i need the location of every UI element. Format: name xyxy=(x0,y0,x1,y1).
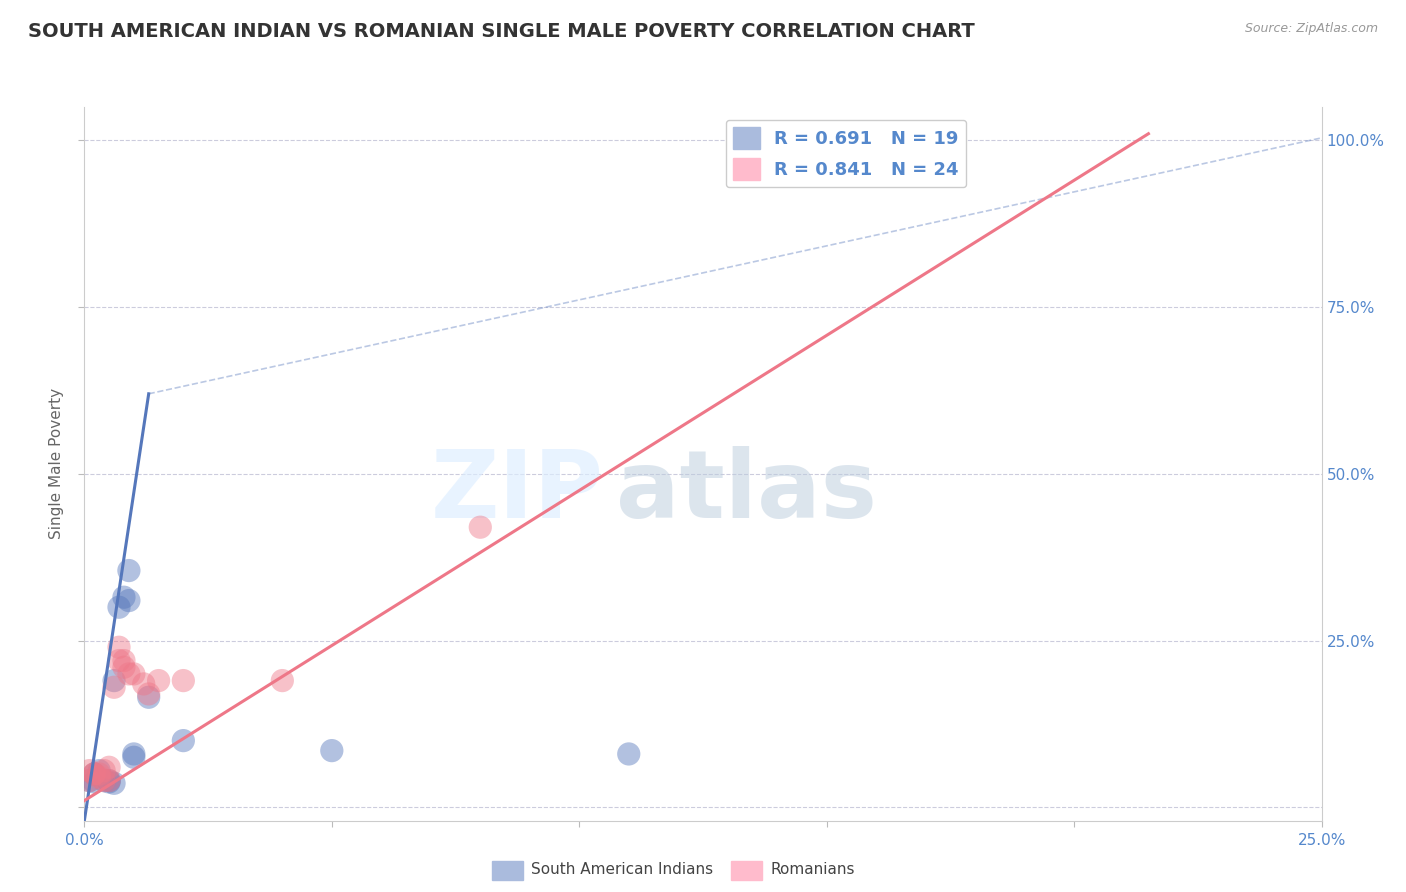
Point xyxy=(89,764,111,778)
Point xyxy=(108,600,131,615)
Text: Romanians: Romanians xyxy=(770,863,855,877)
Point xyxy=(98,773,121,788)
Text: ZIP: ZIP xyxy=(432,446,605,539)
Text: SOUTH AMERICAN INDIAN VS ROMANIAN SINGLE MALE POVERTY CORRELATION CHART: SOUTH AMERICAN INDIAN VS ROMANIAN SINGLE… xyxy=(28,22,974,41)
Legend: R = 0.691   N = 19, R = 0.841   N = 24: R = 0.691 N = 19, R = 0.841 N = 24 xyxy=(725,120,966,187)
Point xyxy=(118,667,141,681)
Point xyxy=(172,673,194,688)
Point xyxy=(112,654,135,668)
Point xyxy=(122,667,145,681)
Point xyxy=(98,773,121,788)
Point xyxy=(138,687,160,701)
Point xyxy=(172,733,194,747)
Point xyxy=(93,764,115,778)
Point xyxy=(83,775,105,789)
Point xyxy=(321,743,343,757)
Point xyxy=(83,767,105,781)
Point xyxy=(83,767,105,781)
Point xyxy=(112,591,135,605)
Point xyxy=(122,747,145,761)
Point xyxy=(108,640,131,655)
Point xyxy=(89,767,111,781)
Point xyxy=(122,750,145,764)
Point xyxy=(103,776,125,790)
Text: Source: ZipAtlas.com: Source: ZipAtlas.com xyxy=(1244,22,1378,36)
Point xyxy=(103,673,125,688)
Point xyxy=(148,673,170,688)
Text: atlas: atlas xyxy=(616,446,877,539)
Point xyxy=(79,773,101,788)
Point xyxy=(98,775,121,789)
Y-axis label: Single Male Poverty: Single Male Poverty xyxy=(49,388,63,540)
Point xyxy=(108,654,131,668)
Point xyxy=(112,660,135,674)
Point xyxy=(98,760,121,774)
Point xyxy=(138,690,160,705)
Point xyxy=(470,520,492,534)
Point xyxy=(118,564,141,578)
Point xyxy=(271,673,294,688)
Point xyxy=(815,153,838,168)
Point xyxy=(93,773,115,788)
Point xyxy=(79,764,101,778)
Point xyxy=(89,770,111,784)
Point xyxy=(103,680,125,694)
Point xyxy=(118,593,141,607)
Point xyxy=(83,767,105,781)
Point xyxy=(79,773,101,788)
Text: South American Indians: South American Indians xyxy=(531,863,714,877)
Point xyxy=(93,773,115,788)
Point xyxy=(132,677,155,691)
Point xyxy=(617,747,640,761)
